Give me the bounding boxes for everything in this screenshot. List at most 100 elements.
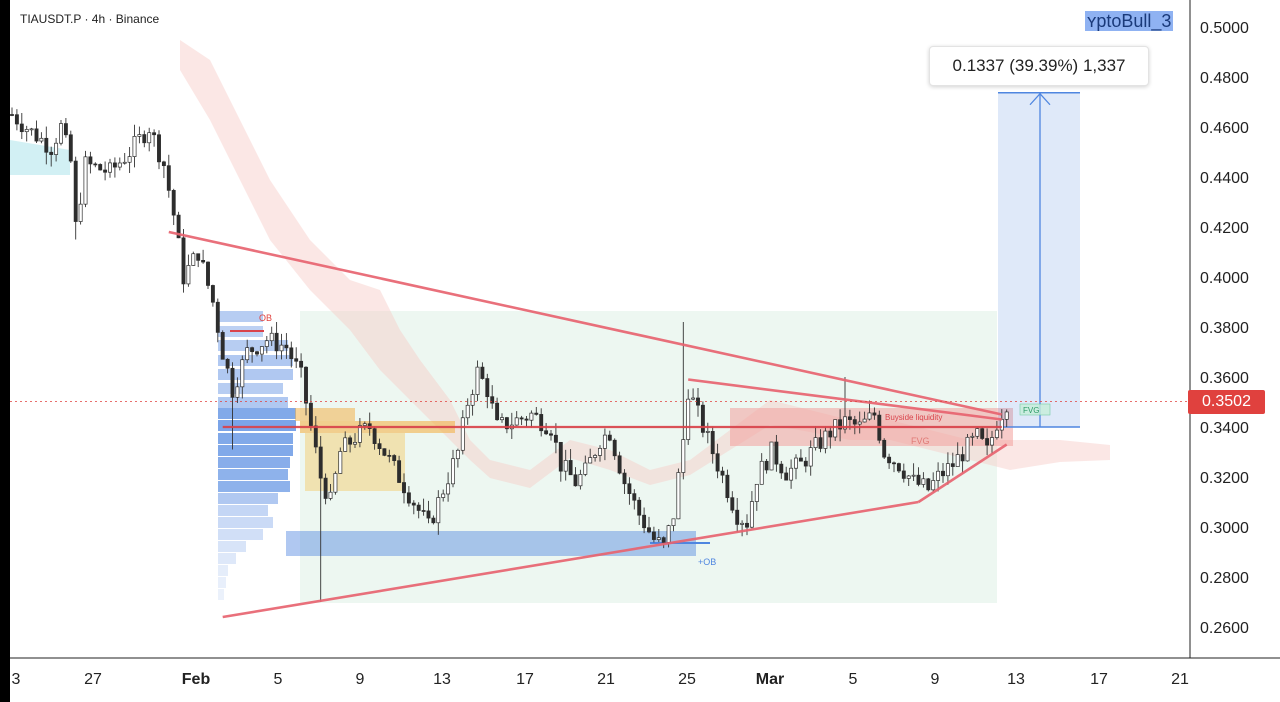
candle-body-115 xyxy=(573,474,578,487)
volume-profile-bar-21 xyxy=(218,577,226,588)
candle-body-100 xyxy=(500,417,504,421)
volume-profile-bar-7 xyxy=(218,408,296,419)
candle-body-105 xyxy=(524,418,529,421)
candle-body-62 xyxy=(313,425,318,448)
candle-body-112 xyxy=(558,441,563,472)
supply-block-1 xyxy=(295,408,355,421)
candle-body-95 xyxy=(475,366,480,395)
candle-body-189 xyxy=(936,470,941,481)
volume-profile-bar-10 xyxy=(218,445,293,456)
candle-body-101 xyxy=(504,417,509,430)
candle-body-25 xyxy=(132,136,137,157)
candle-body-77 xyxy=(387,455,392,457)
candle-body-181 xyxy=(896,463,901,472)
candle-body-82 xyxy=(411,502,416,506)
ob-bottom-label: +OB xyxy=(698,557,716,567)
candle-body-85 xyxy=(426,510,431,519)
candle-body-155 xyxy=(769,441,774,471)
volume-profile-bar-3 xyxy=(218,355,293,366)
candle-body-117 xyxy=(583,462,588,475)
candle-body-108 xyxy=(539,414,544,432)
candle-body-175 xyxy=(867,412,872,420)
y-tick-label-6: 0.3800 xyxy=(1200,320,1249,337)
candle-body-151 xyxy=(749,501,754,528)
candle-body-144 xyxy=(715,453,720,472)
candle-body-41 xyxy=(210,285,215,303)
candle-body-49 xyxy=(250,347,255,353)
candle-body-24 xyxy=(127,156,132,163)
volume-profile-bar-14 xyxy=(218,493,278,504)
candle-body-185 xyxy=(916,474,921,485)
candle-body-157 xyxy=(779,463,784,474)
candle-body-172 xyxy=(852,419,857,425)
y-tick-label-5: 0.4000 xyxy=(1200,270,1249,287)
volume-profile-bar-6 xyxy=(218,397,288,408)
candle-body-59 xyxy=(299,360,304,368)
candle-body-44 xyxy=(225,358,230,369)
trendline-upper xyxy=(168,230,1003,416)
candle-body-121 xyxy=(602,434,607,449)
projection-box xyxy=(998,92,1080,427)
x-axis-bg xyxy=(10,658,1280,702)
candle-body-150 xyxy=(745,522,749,528)
x-tick-label-14: 21 xyxy=(1171,671,1189,688)
candle-body-152 xyxy=(754,483,759,502)
candle-body-58 xyxy=(294,358,299,362)
measure-tooltip: 0.1337 (39.39%) 1,337 xyxy=(929,46,1149,86)
candle-body-126 xyxy=(627,483,632,494)
candle-body-203 xyxy=(1004,411,1009,420)
candle-body-17 xyxy=(93,163,98,166)
symbol-label: TIAUSDT.P · 4h · Binance xyxy=(20,12,160,26)
candle-body-131 xyxy=(651,531,656,540)
candle-body-107 xyxy=(534,412,539,415)
x-tick-label-1: 27 xyxy=(84,671,102,688)
x-tick-label-5: 13 xyxy=(433,671,451,688)
chart-canvas[interactable]: OB +OB FVG Buyside liquidity FVG 0.5000 0.4800… xyxy=(10,0,1280,702)
candle-body-167 xyxy=(828,430,833,438)
candle-body-98 xyxy=(490,396,495,404)
candle-body-114 xyxy=(568,460,573,476)
volume-profile-bar-19 xyxy=(218,553,236,564)
candle-body-8 xyxy=(49,151,54,155)
candle-body-187 xyxy=(926,478,931,491)
candle-body-162 xyxy=(803,460,808,467)
candle-body-176 xyxy=(872,412,877,416)
candle-body-79 xyxy=(397,460,402,483)
candle-body-94 xyxy=(470,394,475,406)
candle-body-138 xyxy=(686,398,691,440)
candle-body-127 xyxy=(632,493,637,501)
candle-body-88 xyxy=(441,493,446,498)
candle-body-7 xyxy=(44,137,49,153)
candle-body-21 xyxy=(112,162,117,168)
x-tick-label-4: 9 xyxy=(356,671,365,688)
candle-body-61 xyxy=(308,402,313,427)
candle-body-147 xyxy=(730,497,735,511)
candle-body-90 xyxy=(451,458,455,485)
y-tick-label-8: 0.3400 xyxy=(1200,420,1249,437)
candle-body-54 xyxy=(274,332,279,352)
candle-body-64 xyxy=(323,477,328,499)
candle-body-18 xyxy=(98,164,103,171)
candle-body-134 xyxy=(666,525,671,543)
candle-body-68 xyxy=(343,437,348,452)
candle-body-104 xyxy=(519,417,524,420)
volume-profile-bar-2 xyxy=(218,340,288,351)
candle-body-22 xyxy=(117,162,122,168)
candle-body-97 xyxy=(485,378,490,398)
candle-body-43 xyxy=(220,332,225,360)
candle-body-200 xyxy=(990,437,994,446)
candle-body-57 xyxy=(289,347,294,360)
watermark: ʏptoBull_3 xyxy=(1085,11,1174,31)
volume-profile-bar-12 xyxy=(218,469,288,480)
candle-body-40 xyxy=(206,261,210,286)
y-tick-label-0: 0.5000 xyxy=(1200,20,1249,37)
candle-body-36 xyxy=(186,265,191,285)
candle-body-53 xyxy=(269,332,274,342)
y-axis-bg xyxy=(1190,0,1280,702)
candle-body-30 xyxy=(157,134,161,163)
candle-body-12 xyxy=(68,134,73,162)
candle-body-4 xyxy=(29,128,34,131)
candle-body-197 xyxy=(975,428,980,437)
candle-body-116 xyxy=(578,474,583,487)
candle-body-130 xyxy=(647,527,651,533)
